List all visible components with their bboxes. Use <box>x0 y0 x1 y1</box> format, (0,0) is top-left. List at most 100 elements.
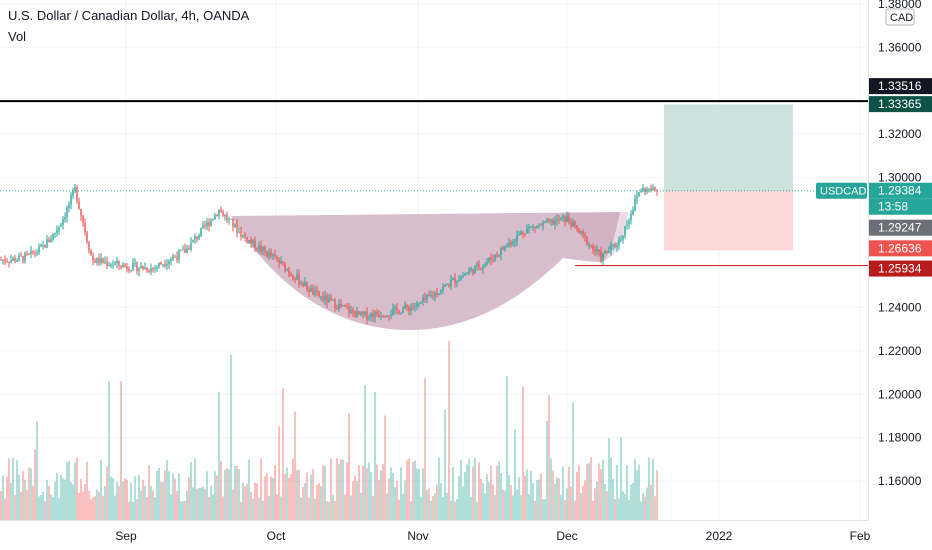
x-tick-label: Sep <box>115 529 137 543</box>
candle-body <box>572 221 574 227</box>
volume-bar <box>56 473 58 520</box>
countdown-label: 13:58 <box>878 200 908 214</box>
candle-body <box>378 314 380 317</box>
volume-bar <box>414 460 416 520</box>
candle-body <box>124 264 126 267</box>
volume-bar <box>638 464 640 520</box>
candle-body <box>610 244 612 252</box>
volume-bar <box>592 500 594 520</box>
volume-bar <box>220 461 222 520</box>
candle-body <box>364 311 366 315</box>
candle-body <box>460 276 462 280</box>
candle-body <box>518 234 520 236</box>
candle-body <box>590 245 592 247</box>
candle-body <box>494 254 496 261</box>
candle-body <box>396 306 398 311</box>
candle-body <box>340 304 342 307</box>
volume-bar <box>182 501 184 520</box>
candle-body <box>34 253 36 255</box>
candle-body <box>496 254 498 256</box>
candle-body <box>64 217 66 220</box>
countdown-bg <box>869 198 932 215</box>
volume-bar <box>124 478 126 520</box>
candle-body <box>196 236 198 239</box>
volume-bar <box>300 497 302 520</box>
candle-body <box>398 310 400 314</box>
candle-body <box>160 262 162 265</box>
volume-bar <box>318 482 320 520</box>
candle-body <box>538 224 540 227</box>
candle-body <box>20 255 22 257</box>
candle-body <box>414 306 416 308</box>
candle-body <box>546 219 548 223</box>
volume-bar <box>442 496 444 520</box>
volume-bar <box>524 475 526 520</box>
candle-body <box>184 248 186 253</box>
volume-bar <box>394 487 396 520</box>
volume-bar <box>266 473 268 520</box>
volume-bar <box>412 462 414 520</box>
candle-body <box>78 201 80 209</box>
volume-bar <box>332 495 334 520</box>
candle-body <box>332 299 334 301</box>
volume-bar <box>498 461 500 520</box>
volume-bar <box>608 438 610 520</box>
volume-bar <box>160 481 162 520</box>
candle-body <box>76 186 78 202</box>
volume-bar <box>106 466 108 520</box>
volume-bar <box>470 496 472 520</box>
chart-title: U.S. Dollar / Canadian Dollar, 4h, OANDA <box>8 8 250 23</box>
candle-body <box>424 297 426 300</box>
volume-bar <box>582 485 584 520</box>
candle-body <box>290 273 292 276</box>
candle-body <box>584 234 586 237</box>
candle-body <box>580 231 582 233</box>
volume-bar <box>254 482 256 520</box>
candle-body <box>42 244 44 246</box>
volume-bar <box>382 464 384 520</box>
candle-body <box>244 234 246 238</box>
candle-body <box>418 302 420 304</box>
volume-bar <box>636 470 638 520</box>
candle-body <box>490 257 492 260</box>
volume-bar <box>420 496 422 520</box>
volume-bar <box>228 469 230 520</box>
candle-body <box>402 309 404 313</box>
candle-body <box>386 315 388 317</box>
volume-bar <box>614 499 616 520</box>
volume-bar <box>128 501 130 520</box>
candle-body <box>242 234 244 237</box>
volume-bar <box>142 479 144 520</box>
candle-body <box>304 282 306 287</box>
candle-body <box>144 267 146 270</box>
candle-body <box>218 209 220 217</box>
volume-bar <box>624 493 626 520</box>
volume-bar <box>632 482 634 520</box>
volume-bar <box>192 487 194 520</box>
candle-body <box>6 261 8 263</box>
candle-body <box>98 257 100 264</box>
candle-body <box>632 209 634 215</box>
candle-body <box>286 269 288 272</box>
volume-bar <box>12 457 14 520</box>
candle-body <box>636 196 638 199</box>
candle-body <box>166 264 168 266</box>
candle-body <box>560 218 562 221</box>
candle-body <box>376 311 378 315</box>
volume-bar <box>180 501 182 520</box>
volume-bar <box>478 462 480 520</box>
candle-body <box>594 249 596 252</box>
volume-bar <box>396 480 398 520</box>
volume-bar <box>280 496 282 520</box>
volume-bar <box>188 476 190 520</box>
candle-body <box>552 219 554 225</box>
candle-body <box>602 253 604 262</box>
volume-bar <box>578 464 580 520</box>
y-tick-label: 1.22000 <box>878 344 922 358</box>
candle-body <box>118 260 120 266</box>
volume-bar <box>208 496 210 520</box>
volume-bar <box>6 476 8 520</box>
volume-bar <box>352 481 354 520</box>
